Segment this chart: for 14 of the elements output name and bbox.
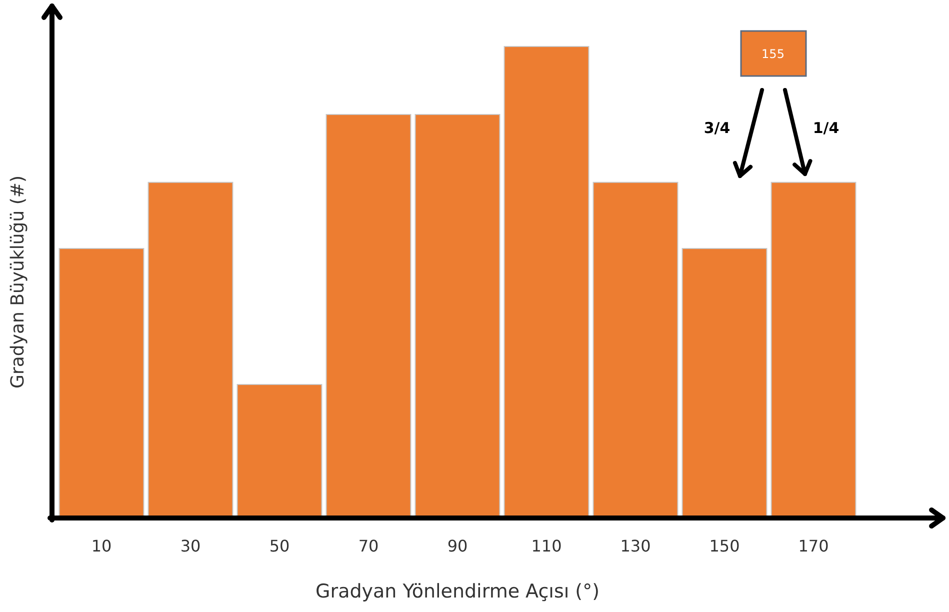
x-axis-title: Gradyan Yönlendirme Açısı (°) [316,580,600,602]
annotation: 3/4 [704,119,730,137]
x-tick-label: 50 [269,536,290,556]
x-tick-label: 150 [709,536,740,556]
annotation: 155 [762,47,784,61]
x-tick-label: 130 [620,536,651,556]
x-tick-label: 10 [91,536,112,556]
annotation: 1/4 [812,119,840,137]
x-tick-label: 30 [180,536,201,556]
x-tick-label: 170 [798,536,829,556]
x-tick-label: 110 [531,536,562,556]
x-tick-label: 90 [447,536,468,556]
x-tick-label: 70 [358,536,379,556]
y-axis-title: Gradyan Büyüklüğü (#) [8,176,28,388]
